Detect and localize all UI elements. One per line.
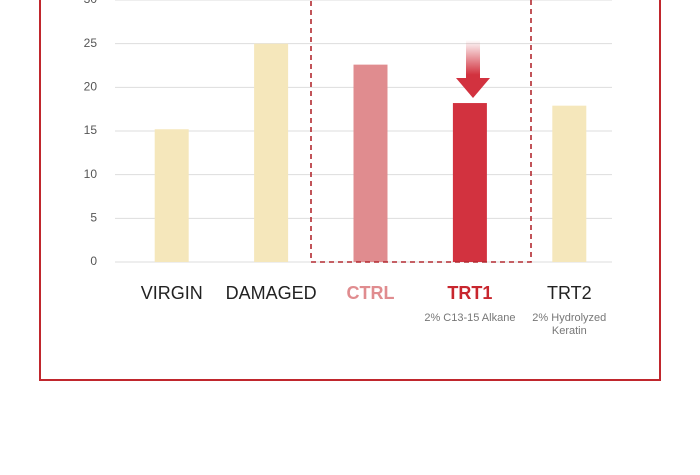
arrow bbox=[456, 40, 490, 98]
bar bbox=[154, 129, 189, 262]
category-note: 2% C13-15 Alkane bbox=[424, 312, 516, 324]
frame bbox=[39, 0, 661, 381]
bar bbox=[353, 64, 388, 262]
y-tick-label: 5 bbox=[90, 211, 97, 225]
highlight-box bbox=[310, 0, 532, 263]
y-tick-label: 10 bbox=[84, 167, 98, 181]
x-tick-label: TRT1 bbox=[447, 283, 492, 303]
y-tick-label: 30 bbox=[84, 0, 98, 6]
bar bbox=[254, 43, 289, 262]
category-note: 2% Hydrolyzed Keratin bbox=[532, 312, 607, 337]
x-tick-label: CTRL bbox=[347, 283, 395, 303]
y-tick-label: 25 bbox=[84, 36, 98, 50]
x-tick-label: DAMAGED bbox=[226, 283, 317, 303]
x-tick-label: TRT2 bbox=[547, 283, 592, 303]
y-tick-label: 20 bbox=[84, 80, 98, 94]
x-tick-label: VIRGIN bbox=[141, 283, 203, 303]
bar bbox=[552, 105, 587, 262]
y-tick-label: 0 bbox=[90, 254, 97, 268]
y-tick-label: 15 bbox=[84, 123, 98, 137]
bar bbox=[452, 103, 487, 262]
